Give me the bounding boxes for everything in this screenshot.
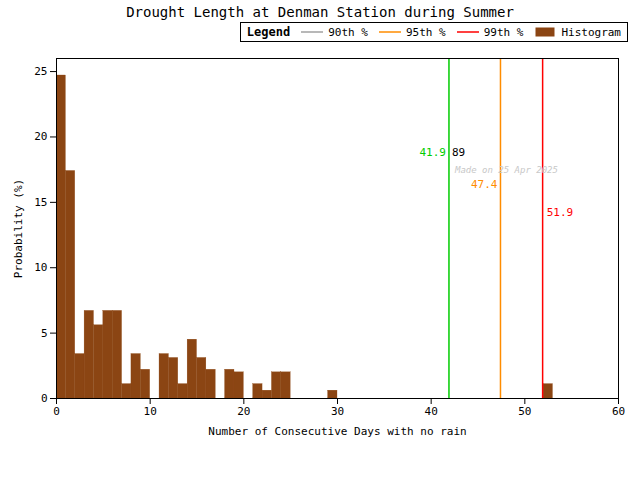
svg-text:30: 30 <box>331 405 344 418</box>
html-text:90th %: 90th % <box>328 25 368 39</box>
html-text:Histogram: Histogram <box>561 25 621 39</box>
svg-text:51.9: 51.9 <box>547 206 574 219</box>
svg-text:41.9: 41.9 <box>419 146 446 159</box>
svg-text:20: 20 <box>237 405 250 418</box>
svg-text:25: 25 <box>34 65 47 78</box>
html-text:95th %: 95th % <box>405 25 446 39</box>
svg-text:10: 10 <box>144 405 157 418</box>
svg-text:60: 60 <box>612 405 625 418</box>
svg-text:5: 5 <box>41 327 48 340</box>
svg-text:0: 0 <box>53 405 60 418</box>
html-text:99th %: 99th % <box>483 25 524 39</box>
html-text:Drought Length at Denman Stati: Drought Length at Denman Station during … <box>126 4 514 20</box>
svg-text:15: 15 <box>34 196 47 209</box>
svg-text:40: 40 <box>425 405 438 418</box>
svg-text:20: 20 <box>34 130 47 143</box>
svg-text:Made on 25 Apr 2025: Made on 25 Apr 2025 <box>454 165 558 175</box>
html-text:Legend: Legend <box>246 25 291 39</box>
svg-text:0: 0 <box>41 392 48 405</box>
svg-text:10: 10 <box>34 261 47 274</box>
svg-text:89: 89 <box>452 146 465 159</box>
svg-text:Number of Consecutive Days wit: Number of Consecutive Days with no rain <box>208 425 466 438</box>
svg-text:50: 50 <box>518 405 531 418</box>
svg-text:Probability (%): Probability (%) <box>12 179 25 278</box>
svg-text:47.4: 47.4 <box>471 178 498 191</box>
